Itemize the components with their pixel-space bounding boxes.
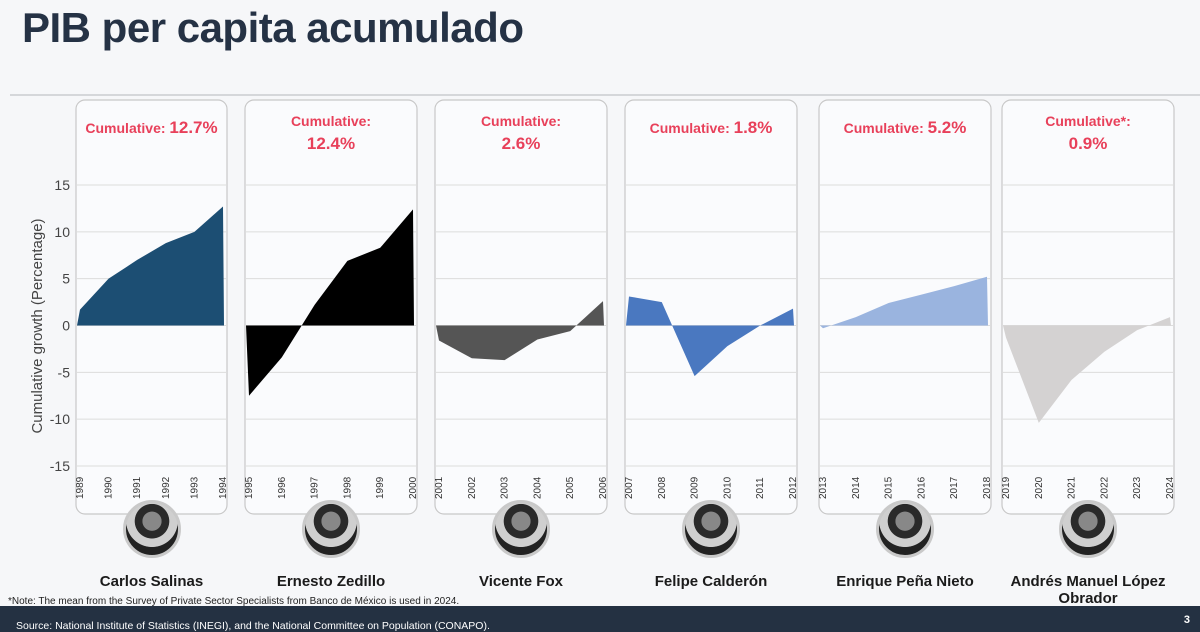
- x-tick-label: 2021: [1067, 476, 1078, 499]
- area-series: [820, 276, 988, 329]
- x-tick-label: 2001: [434, 476, 445, 499]
- panel-4: 2007 2008 2009 2010 2011 2012 Cumulative: 1.8%: [624, 99, 799, 515]
- president-avatar: [682, 500, 740, 558]
- x-tick-label: 2018: [982, 476, 993, 499]
- president-name: Felipe Calderón: [654, 573, 768, 590]
- president-avatar: [122, 500, 181, 558]
- president-avatar: [492, 500, 550, 558]
- x-tick-label: 1991: [132, 476, 143, 499]
- cumulative-prefix: Cumulative:: [481, 113, 561, 129]
- panel-card: [1001, 99, 1175, 515]
- x-tick-label: 1993: [189, 476, 200, 499]
- cumulative-value: 2.6%: [502, 134, 541, 153]
- president-avatar: [876, 500, 934, 558]
- cumulative-value: 1.8%: [734, 118, 773, 137]
- x-tick-label: 2002: [467, 476, 478, 499]
- cumulative-label: Cumulative: 12.7%: [85, 118, 217, 137]
- x-tick-label: 1990: [104, 476, 115, 499]
- x-tick-label: 2004: [532, 476, 543, 499]
- x-tick-label: 1992: [161, 476, 172, 499]
- x-tick-label: 2010: [722, 476, 733, 499]
- cumulative-value: 12.7%: [169, 118, 217, 137]
- x-tick-label: 2007: [624, 476, 635, 499]
- cumulative-prefix: Cumulative:: [85, 120, 169, 136]
- x-tick-label: 2005: [565, 476, 576, 499]
- x-tick-label: 2009: [690, 476, 701, 499]
- x-tick-label: 2006: [598, 476, 609, 499]
- footer-bar: Source: National Institute of Statistics…: [0, 606, 1200, 632]
- president-avatar: [302, 500, 360, 558]
- x-tick-label: 2023: [1132, 476, 1143, 499]
- title-divider: [10, 94, 1200, 96]
- x-tick-label: 1989: [75, 476, 86, 499]
- cumulative-value: 12.4%: [307, 134, 355, 153]
- page-title: PIB per capita acumulado: [22, 4, 524, 51]
- y-tick-label: -5: [58, 364, 71, 380]
- cumulative-prefix: Cumulative:: [650, 120, 734, 136]
- president-name: Enrique Peña Nieto: [836, 573, 974, 590]
- cumulative-prefix: Cumulative:: [844, 120, 928, 136]
- x-tick-label: 2013: [818, 476, 829, 499]
- area-series: [1003, 317, 1171, 423]
- x-tick-label: 1996: [277, 476, 288, 499]
- area-series: [246, 209, 414, 396]
- president-name: Vicente Fox: [479, 573, 563, 590]
- x-tick-label: 1994: [218, 476, 229, 499]
- x-tick-label: 2000: [408, 476, 419, 499]
- panel-5: 2013 2014 2015 2016 2017 2018 Cumulative: 5.2%: [818, 99, 993, 515]
- cumulative-value: 0.9%: [1069, 134, 1108, 153]
- cumulative-prefix: Cumulative*:: [1045, 113, 1131, 129]
- panel-6: 2019 2020 2021 2022 2023 2024 Cumulative*: 0.9%: [1001, 99, 1176, 515]
- area-series: [436, 301, 604, 361]
- x-tick-label: 2008: [657, 476, 668, 499]
- y-tick-label: 0: [62, 318, 70, 334]
- x-tick-label: 2014: [851, 476, 862, 499]
- y-tick-label: 10: [54, 224, 70, 240]
- cumulative-label: Cumulative: 5.2%: [844, 118, 967, 137]
- president-name: Andrés Manuel López Obrador: [1010, 573, 1166, 607]
- panel-1: 1989 1990 1991 1992 1993 1994 Cumulative: 12.7…: [75, 99, 229, 515]
- x-tick-label: 2011: [755, 477, 766, 499]
- y-tick-label: -10: [50, 411, 70, 427]
- footnote: *Note: The mean from the Survey of Priva…: [8, 596, 460, 607]
- panel-2: 1995 1996 1997 1998 1999 2000 Cumulative: 12.4%: [244, 99, 419, 515]
- cumulative-value: 5.2%: [928, 118, 967, 137]
- page-number: 3: [1183, 614, 1190, 626]
- x-tick-label: 2003: [500, 476, 511, 499]
- area-series: [626, 296, 794, 377]
- x-tick-label: 2015: [884, 476, 895, 499]
- x-tick-label: 2012: [788, 476, 799, 499]
- x-tick-label: 1998: [342, 476, 353, 499]
- y-tick-label: -15: [50, 458, 70, 474]
- x-tick-label: 2017: [949, 476, 960, 499]
- x-tick-label: 1995: [244, 476, 255, 499]
- y-axis-label: Cumulative growth (Percentage): [29, 218, 46, 433]
- cumulative-growth-chart: Cumulative growth (Percentage) 15 10 5 0 -5 -1…: [29, 99, 1176, 515]
- x-tick-label: 2020: [1034, 476, 1045, 499]
- x-tick-label: 1997: [310, 476, 321, 499]
- x-tick-label: 2022: [1099, 476, 1110, 499]
- area-series: [77, 206, 224, 326]
- y-tick-label: 5: [62, 271, 70, 287]
- x-tick-label: 2024: [1165, 476, 1176, 499]
- x-tick-label: 2019: [1001, 476, 1012, 499]
- panel-3: 2001 2002 2003 2004 2005 2006 Cumulative: 2.6%: [434, 99, 609, 515]
- president-name: Carlos Salinas: [99, 573, 204, 590]
- cumulative-label: Cumulative: 1.8%: [650, 118, 773, 137]
- source-text: Source: National Institute of Statistics…: [16, 620, 490, 632]
- cumulative-prefix: Cumulative:: [291, 113, 371, 129]
- y-tick-label: 15: [54, 177, 70, 193]
- president-name: Ernesto Zedillo: [276, 573, 386, 590]
- x-tick-label: 1999: [375, 476, 386, 499]
- president-avatar: [1059, 500, 1117, 558]
- panel-card: [434, 99, 608, 515]
- x-tick-label: 2016: [916, 476, 927, 499]
